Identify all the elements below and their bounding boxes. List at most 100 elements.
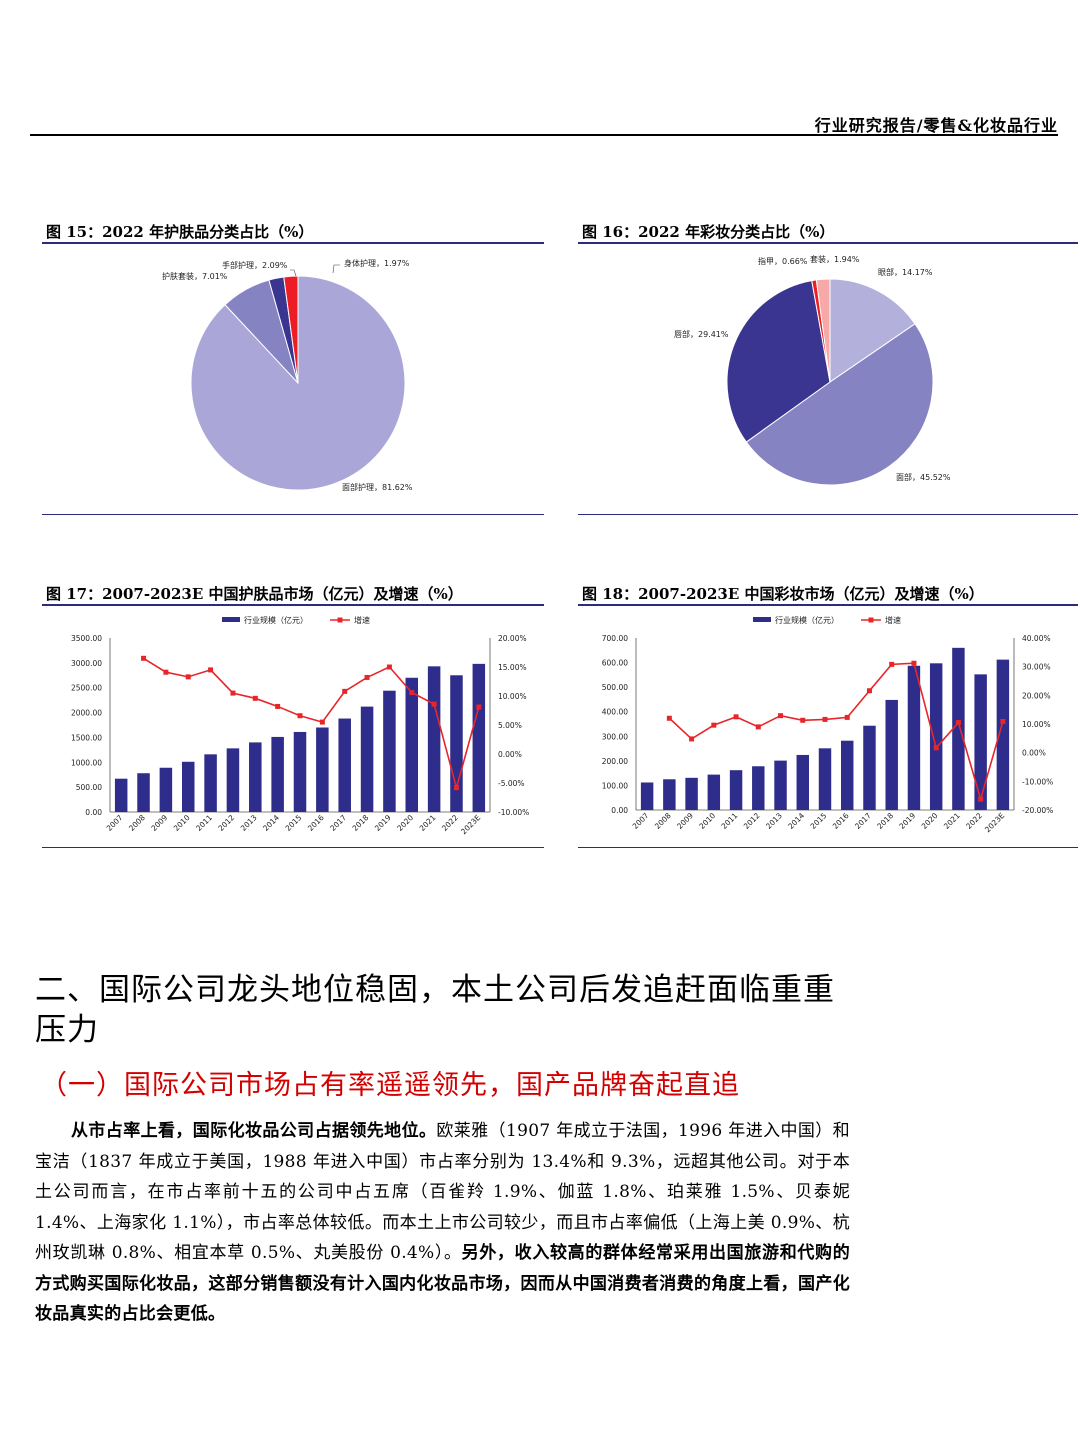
y-tick-label-left: 0.00 bbox=[611, 806, 628, 815]
y-tick-label-right: 40.00% bbox=[1022, 634, 1051, 643]
growth-point bbox=[711, 722, 717, 728]
x-tick-label: 2023E bbox=[983, 811, 1006, 834]
x-tick-label: 2012 bbox=[742, 811, 762, 831]
legend-line-label: 增速 bbox=[354, 615, 370, 625]
bar bbox=[796, 754, 809, 810]
bar bbox=[818, 748, 832, 810]
bar bbox=[974, 674, 987, 810]
growth-point bbox=[409, 690, 415, 696]
x-tick-label: 2021 bbox=[942, 811, 962, 831]
growth-line bbox=[143, 657, 480, 791]
x-tick-label: 2015 bbox=[809, 811, 829, 831]
para-body: 欧莱雅（1907 年成立于法国，1996 年进入中国）和宝洁（1837 年成立于… bbox=[35, 1121, 850, 1263]
legend-bar-swatch bbox=[753, 617, 771, 622]
bar bbox=[640, 782, 654, 810]
bar bbox=[907, 665, 921, 810]
fig16-bottom-rule bbox=[578, 514, 1078, 515]
bar bbox=[204, 754, 217, 812]
y-tick-label-left: 2500.00 bbox=[71, 684, 102, 693]
x-tick-label: 2012 bbox=[216, 813, 236, 833]
y-tick-label-left: 700.00 bbox=[602, 634, 628, 643]
bar bbox=[226, 748, 240, 812]
fig15-top-rule bbox=[42, 242, 544, 244]
legend-line-label: 增速 bbox=[885, 615, 901, 625]
y-tick-label-right: 10.00% bbox=[498, 692, 527, 701]
growth-point bbox=[955, 720, 961, 726]
y-tick-label-right: 20.00% bbox=[1022, 691, 1051, 700]
bar bbox=[929, 663, 943, 810]
growth-point bbox=[476, 704, 482, 710]
pie-slice bbox=[283, 275, 299, 384]
growth-point bbox=[933, 745, 939, 751]
fig15-title: 图 15：2022 年护肤品分类占比（%） bbox=[46, 223, 314, 241]
x-tick-label: 2023E bbox=[459, 813, 482, 836]
pie-slice bbox=[829, 278, 916, 383]
bar bbox=[450, 675, 463, 812]
bar bbox=[181, 761, 195, 812]
y-tick-label-right: -10.00% bbox=[498, 808, 529, 817]
x-tick-label: 2009 bbox=[675, 811, 695, 831]
bar bbox=[752, 766, 765, 810]
fig15-pie-chart: 面部护理，81.62% 护肤套装，7.01%手部护理，2.09% 身体护理，1.97… bbox=[162, 258, 413, 492]
y-tick-label-right: 0.00% bbox=[1022, 749, 1046, 758]
bar bbox=[472, 663, 486, 812]
section-heading: 二、国际公司龙头地位稳固，本土公司后发追赶面临重重压力 bbox=[35, 972, 835, 1048]
bar bbox=[729, 770, 743, 810]
growth-point bbox=[364, 674, 370, 680]
header-divider bbox=[30, 134, 1058, 136]
bar bbox=[885, 699, 898, 810]
y-tick-label-left: 300.00 bbox=[602, 732, 628, 741]
growth-point bbox=[342, 688, 348, 694]
growth-point bbox=[297, 713, 303, 719]
para-closing-bold: 另外，收入较高的群体经常采用出国旅游和代购的方式购买国际化妆品，这部分销售额没有… bbox=[35, 1243, 850, 1324]
bar bbox=[841, 740, 854, 810]
bar bbox=[663, 779, 676, 810]
x-tick-label: 2007 bbox=[631, 811, 651, 831]
section-subheading: （一）国际公司市场占有率遥遥领先，国产品牌奋起直追 bbox=[40, 1070, 740, 1101]
report-header-title: 行业研究报告/零售&化妆品行业 bbox=[814, 116, 1058, 135]
growth-point bbox=[666, 715, 672, 721]
y-tick-label-left: 1500.00 bbox=[71, 733, 102, 742]
pie-slice-label: 手部护理，2.09% bbox=[222, 260, 288, 270]
x-tick-label: 2018 bbox=[351, 813, 371, 833]
growth-point bbox=[208, 667, 214, 673]
bar bbox=[952, 647, 965, 810]
bar bbox=[159, 767, 173, 812]
legend-bar-swatch bbox=[222, 617, 240, 622]
x-tick-label: 2022 bbox=[440, 813, 460, 833]
fig17-top-rule bbox=[42, 604, 544, 606]
x-tick-label: 2008 bbox=[127, 813, 147, 833]
y-tick-label-left: 600.00 bbox=[602, 659, 628, 668]
fig17-bottom-rule bbox=[42, 847, 544, 848]
x-tick-label: 2020 bbox=[395, 813, 415, 833]
growth-point bbox=[275, 703, 281, 709]
fig16-pie-chart: 眼部，14.17% 面部，45.52% 唇部，29.41% 指甲，0.66% 套装，1.… bbox=[674, 254, 951, 486]
fig17-title: 图 17：2007-2023E 中国护肤品市场（亿元）及增速（%） bbox=[46, 585, 463, 603]
bar bbox=[383, 690, 396, 812]
pie-slice bbox=[815, 278, 831, 383]
bar bbox=[338, 718, 351, 812]
pie-slice-label: 身体护理，1.97% bbox=[344, 258, 410, 268]
y-tick-label-right: -5.00% bbox=[498, 779, 525, 788]
legend-line-marker bbox=[337, 617, 343, 623]
x-tick-label: 2014 bbox=[786, 811, 806, 831]
y-tick-label-right: 0.00% bbox=[498, 750, 522, 759]
y-tick-label-right: 5.00% bbox=[498, 721, 522, 730]
x-tick-label: 2010 bbox=[172, 813, 192, 833]
x-tick-label: 2016 bbox=[831, 811, 851, 831]
growth-point bbox=[889, 661, 895, 667]
pie-slice-label: 套装，1.94% bbox=[810, 254, 860, 264]
growth-point bbox=[778, 713, 784, 719]
growth-point bbox=[230, 690, 236, 696]
growth-point bbox=[978, 796, 984, 802]
body-paragraph: 从市占率上看，国际化妆品公司占据领先地位。欧莱雅（1907 年成立于法国，199… bbox=[35, 1116, 850, 1330]
x-tick-label: 2013 bbox=[239, 813, 259, 833]
pie-slice-label: 护肤套装，7.01% bbox=[162, 271, 228, 281]
growth-point bbox=[733, 714, 739, 720]
growth-point bbox=[822, 716, 828, 722]
pie-slice-label: 眼部，14.17% bbox=[878, 267, 933, 277]
y-tick-label-right: -10.00% bbox=[1022, 777, 1053, 786]
fig18-combo-chart: 0.00 100.00 200.00 300.00 400.00 500.00 600.00… bbox=[602, 615, 1054, 834]
y-tick-label-right: -20.00% bbox=[1022, 806, 1053, 815]
fig16-title: 图 16：2022 年彩妆分类占比（%） bbox=[582, 223, 835, 241]
